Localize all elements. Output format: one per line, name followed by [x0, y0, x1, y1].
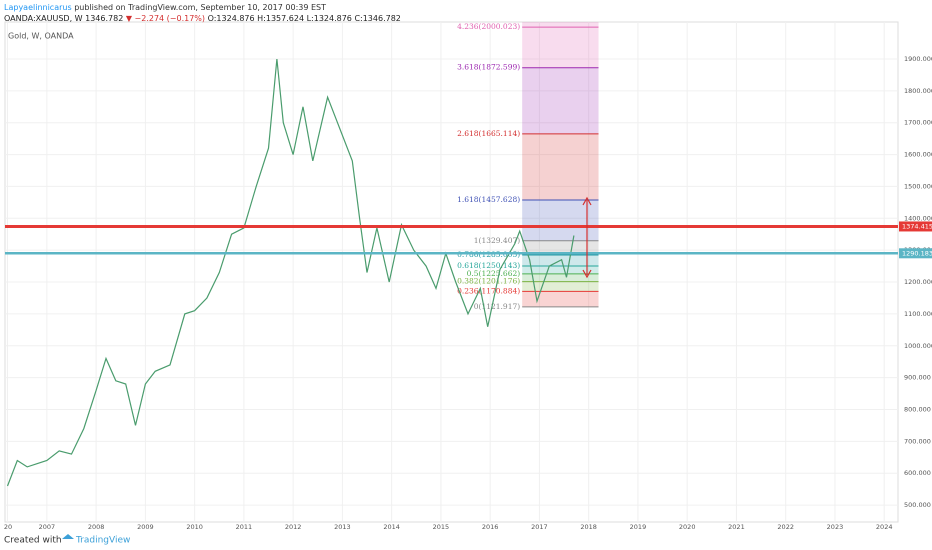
price-tag — [899, 221, 932, 232]
price-tag — [899, 248, 932, 259]
fib-band — [522, 199, 599, 241]
x-tick-label: 2021 — [728, 523, 745, 531]
ohlc: O:1324.876 H:1357.624 L:1324.876 C:1346.… — [208, 14, 401, 23]
y-tick-label: 1200.000 — [904, 278, 932, 286]
fib-band — [522, 27, 599, 68]
last: 1346.782 — [85, 14, 123, 23]
y-tick-label: 800.000 — [904, 406, 931, 414]
arrow-head — [582, 196, 592, 279]
fib-label: 1.618(1457.628) — [457, 195, 520, 204]
footer-created: Created with — [4, 536, 62, 546]
x-tick-label: 2010 — [186, 523, 203, 531]
y-tick-label: 700.000 — [904, 437, 931, 445]
fib-band — [522, 133, 599, 200]
fib-band — [522, 273, 599, 282]
x-tick-label: 2017 — [531, 523, 548, 531]
fib-label: 1(1329.407) — [474, 236, 520, 245]
x-tick-label: 20 — [4, 523, 12, 531]
x-tick-label: 2008 — [88, 523, 105, 531]
fib-label: 0.618(1250.143) — [457, 261, 520, 270]
x-tick-label: 2024 — [876, 523, 893, 531]
fib-band — [522, 291, 599, 307]
logo — [62, 534, 74, 539]
y-tick-label: 1600.000 — [904, 151, 932, 159]
fib-band — [522, 240, 599, 255]
plot-frame — [4, 21, 899, 523]
fib-label: 4.236(2000.023) — [457, 22, 520, 31]
published: published on TradingView.com, September … — [74, 3, 326, 12]
x-tick-label: 2007 — [39, 523, 56, 531]
symbol: OANDA:XAUUSD, W — [4, 14, 83, 23]
y-tick-label: 1800.000 — [904, 87, 932, 95]
fib-label: 0.5(1225.662) — [467, 269, 521, 278]
header-line1: Lapyaelinnicarus published on TradingVie… — [4, 3, 326, 12]
change: ▼ −2.274 (−0.17%) — [126, 14, 205, 23]
footer-brand: TradingView — [75, 536, 130, 546]
y-tick-label: 1000.000 — [904, 342, 932, 350]
x-tick-label: 2022 — [777, 523, 794, 531]
price-line — [6, 58, 575, 487]
header-line2: OANDA:XAUUSD, W 1346.782 ▼ −2.274 (−0.17… — [4, 14, 401, 23]
fib-band — [522, 67, 599, 134]
y-tick-label: 900.000 — [904, 374, 931, 382]
price-tag-label: 1290.183 — [902, 249, 932, 257]
plot-area: 500.000 600.000 700.000 800.000 900.000 1000.… — [4, 21, 932, 531]
x-tick-label: 2015 — [433, 523, 450, 531]
fib-label: 0.382(1201.176) — [457, 277, 520, 286]
y-tick-label: 1400.000 — [904, 214, 932, 222]
legend: Gold, W, OANDA — [8, 32, 74, 41]
fib-band — [522, 281, 599, 292]
x-tick-label: 2023 — [827, 523, 844, 531]
y-tick-label: 600.000 — [904, 469, 931, 477]
x-tick-label: 2018 — [580, 523, 597, 531]
fib-band — [522, 266, 599, 274]
price-tag-label: 1374.415 — [902, 222, 932, 230]
author: Lapyaelinnicarus — [4, 3, 72, 12]
y-tick-label: 1500.000 — [904, 182, 932, 190]
fib-label: 3.618(1872.599) — [457, 63, 520, 72]
fib-band — [522, 22, 599, 28]
fib-label: 2.618(1665.114) — [457, 129, 520, 138]
x-tick-label: 2014 — [383, 523, 400, 531]
x-tick-label: 2020 — [679, 523, 696, 531]
y-tick-label: 500.000 — [904, 501, 931, 509]
y-tick-label: 1900.000 — [904, 55, 932, 63]
x-tick-label: 2011 — [236, 523, 253, 531]
y-tick-label: 1100.000 — [904, 310, 932, 318]
fib-label: 0(1121.917) — [474, 302, 520, 311]
x-tick-label: 2013 — [334, 523, 351, 531]
x-tick-label: 2012 — [285, 523, 302, 531]
x-tick-label: 2009 — [137, 523, 154, 531]
x-tick-label: 2019 — [630, 523, 647, 531]
x-tick-label: 2016 — [482, 523, 499, 531]
y-tick-label: 1700.000 — [904, 119, 932, 127]
fib-label: 0.236(1170.884) — [457, 286, 520, 295]
